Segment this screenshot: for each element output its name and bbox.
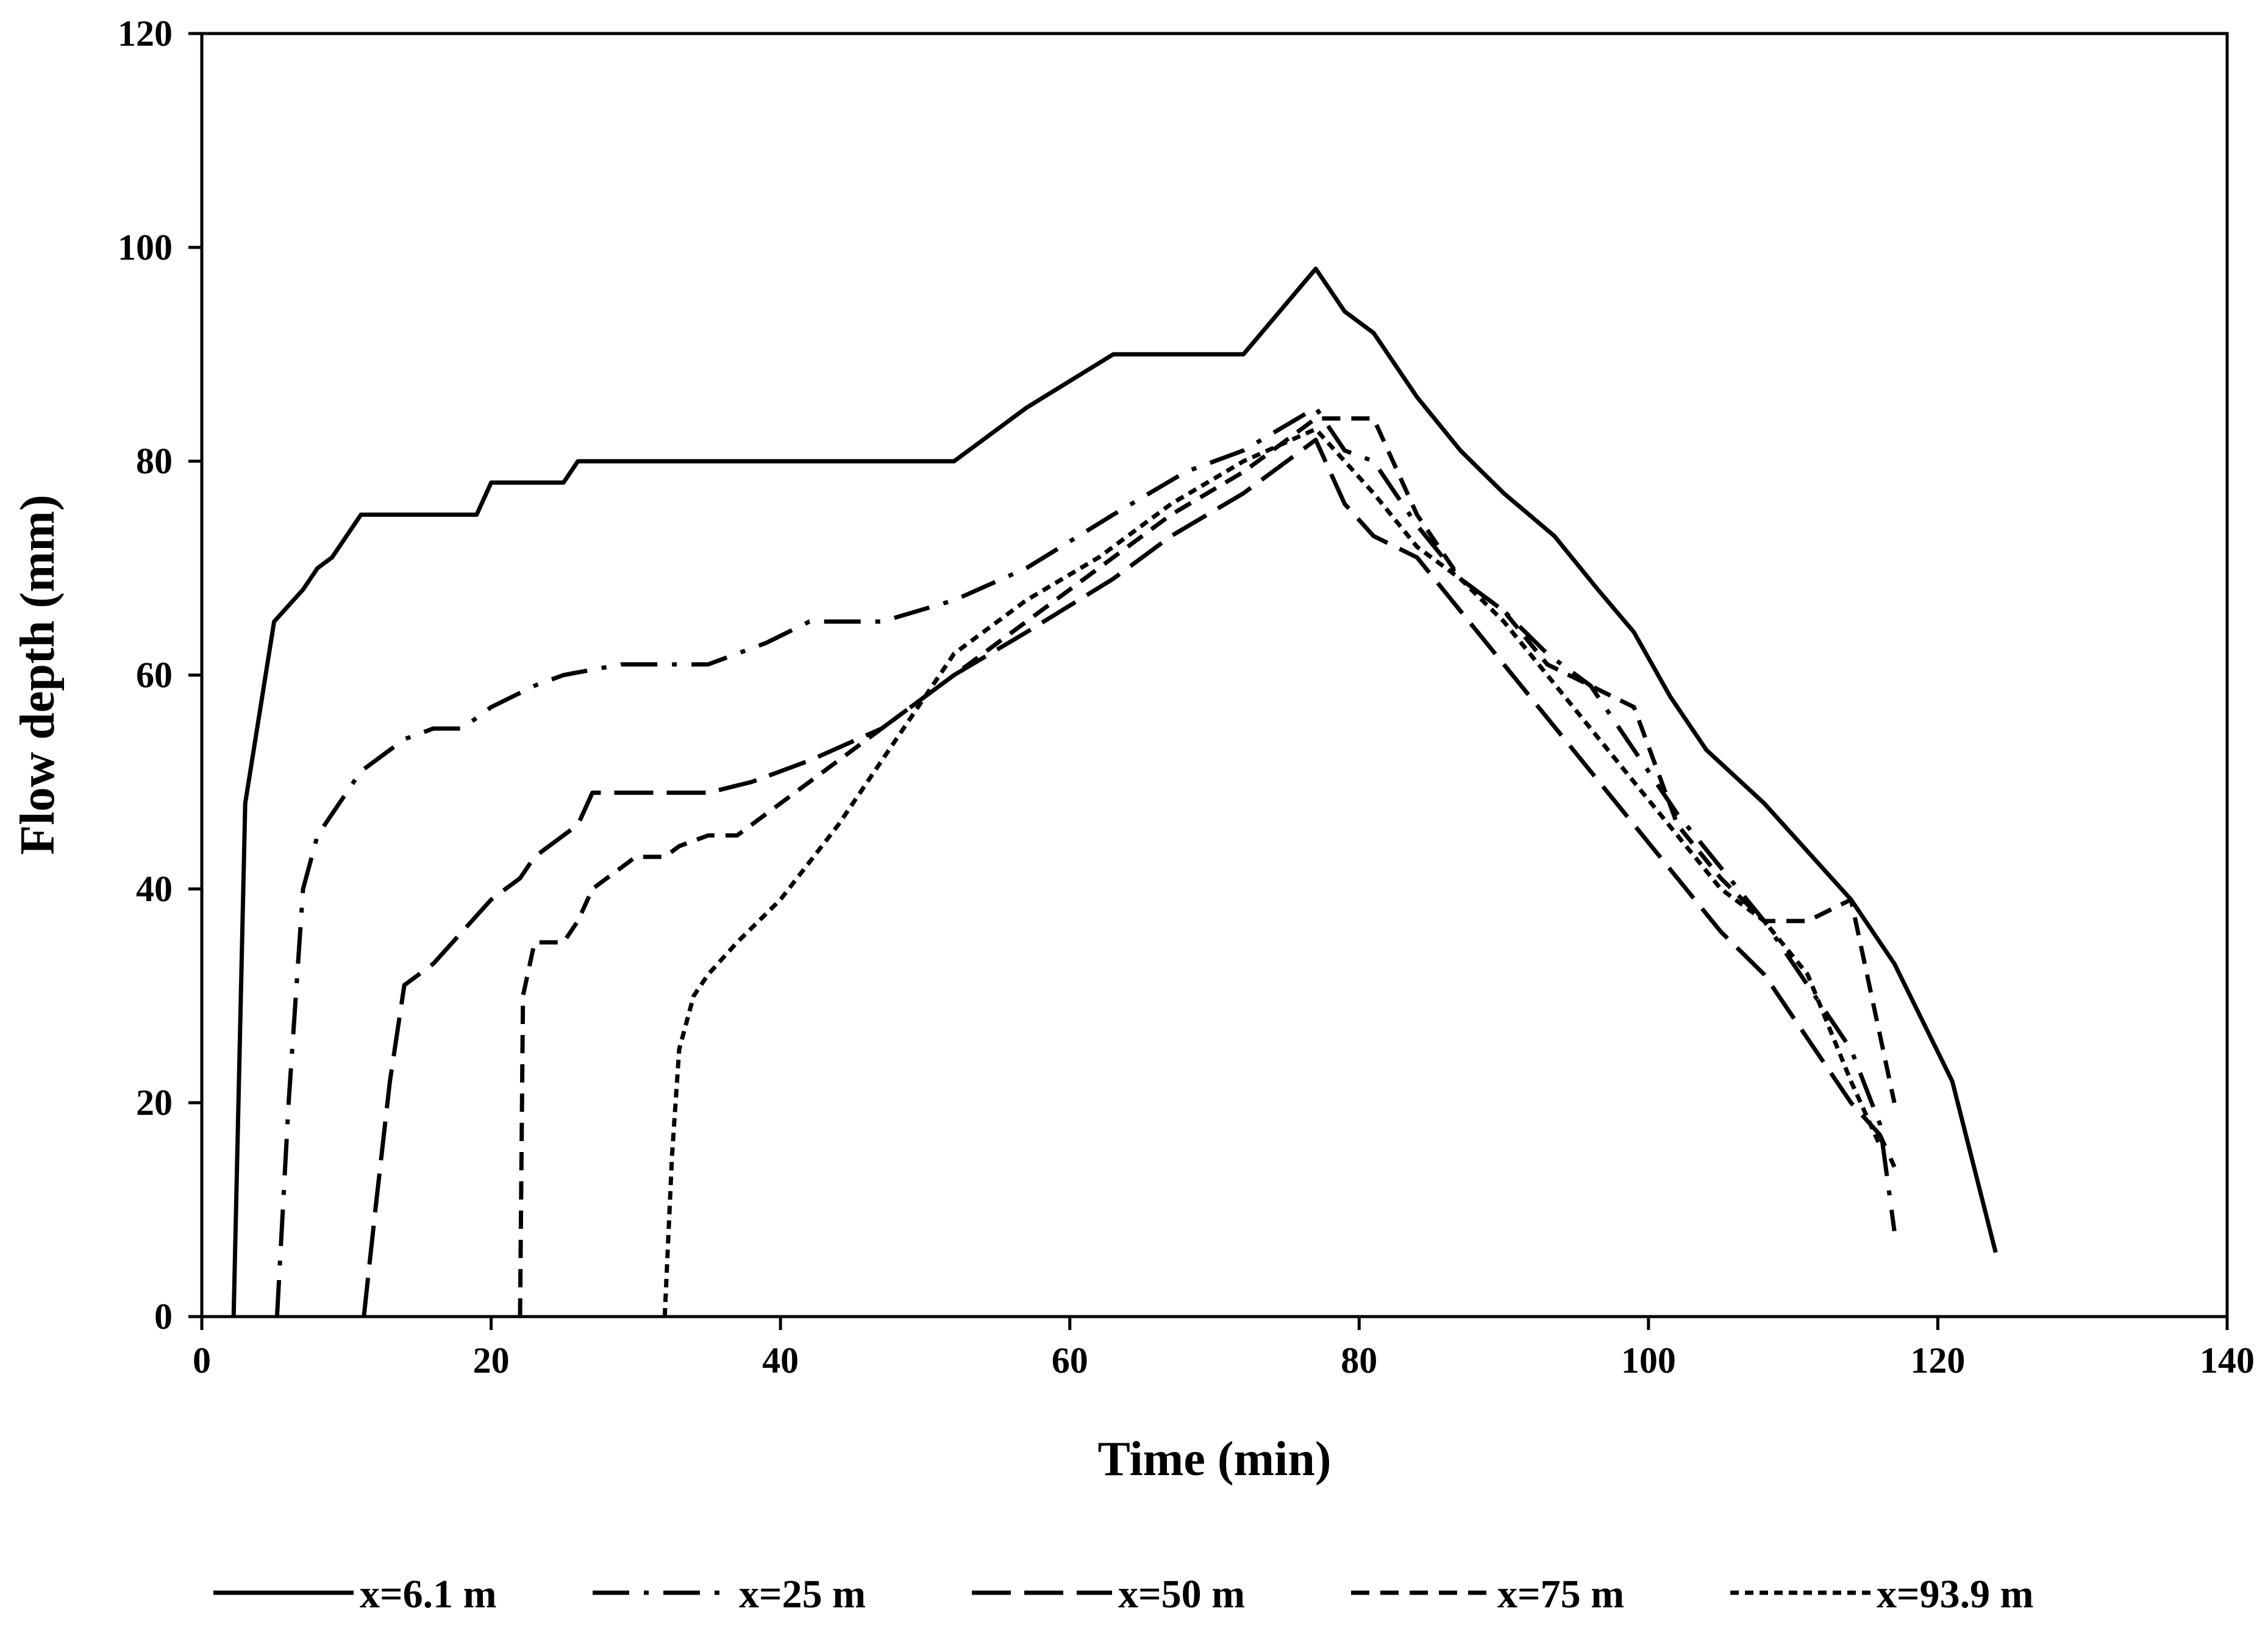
legend-entry: x=75 m [1351,1572,1624,1616]
legend: x=6.1 m x=25 m x=50 m x=75 m x=93.9 m [213,1572,2034,1616]
y-tick-label: 0 [154,1296,173,1337]
x-tick-label: 40 [762,1340,799,1381]
y-tick-label: 80 [136,441,173,482]
x-tick-label: 60 [1052,1340,1088,1381]
legend-entry: x=50 m [972,1572,1245,1616]
legend-entry: x=25 m [593,1572,866,1616]
series-line-1 [231,266,1998,1317]
x-axis-title: Time (min) [1098,1432,1332,1486]
series-layer [231,266,1998,1317]
x-tick-label: 120 [1910,1340,1965,1381]
ticks-layer: 0 20 40 60 80 100 120 140 0 20 40 60 80 100 120 [118,13,2255,1381]
y-tick-label: 120 [118,13,173,54]
x-tick-label: 100 [1621,1340,1676,1381]
x-tick-label: 80 [1341,1340,1377,1381]
series-line-3 [362,438,1897,1317]
y-tick-label: 100 [118,227,173,268]
legend-label: x=93.9 m [1877,1572,2034,1616]
legend-label: x=25 m [739,1572,866,1616]
y-tick-label: 20 [136,1083,173,1123]
x-tick-label: 0 [193,1340,211,1381]
legend-label: x=6.1 m [360,1572,497,1616]
legend-label: x=75 m [1497,1572,1624,1616]
legend-entry: x=93.9 m [1730,1572,2034,1616]
y-tick-label: 40 [136,869,173,909]
x-tick-label: 140 [2200,1340,2255,1381]
legend-label: x=50 m [1118,1572,1245,1616]
x-tick-label: 20 [473,1340,510,1381]
legend-entry: x=6.1 m [213,1572,497,1616]
y-axis-title: Flow depth (mm) [11,494,65,855]
y-tick-label: 60 [136,655,173,695]
